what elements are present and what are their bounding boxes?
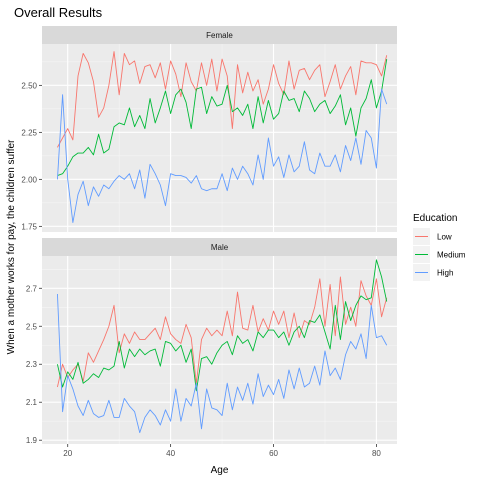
female-y-axis: 1.75 2.00 2.25 2.50 <box>21 81 42 231</box>
y-tick-label: 2.50 <box>21 81 37 90</box>
y-tick-label: 2.7 <box>26 284 38 293</box>
x-tick-label: 80 <box>372 449 381 458</box>
male-low-line <box>56 276 388 388</box>
legend-keys: Low Medium High <box>413 228 466 281</box>
legend-title: Education <box>413 213 457 224</box>
y-tick-label: 1.75 <box>21 222 37 231</box>
legend-label-low: Low <box>437 233 452 242</box>
y-tick-label: 2.5 <box>26 322 38 331</box>
legend-label-medium: Medium <box>437 251 466 260</box>
male-high-line <box>56 293 388 434</box>
y-tick-label: 2.25 <box>21 128 37 137</box>
female-gridlines <box>42 44 397 232</box>
female-series-lines <box>56 51 388 224</box>
legend: Education Low Medium High <box>413 213 466 281</box>
female-medium-line <box>57 58 388 177</box>
female-high-line <box>56 88 388 224</box>
x-tick-label: 60 <box>269 449 278 458</box>
male-series-lines <box>56 259 388 434</box>
male-plot-background <box>42 256 397 444</box>
x-axis-title: Age <box>211 465 229 476</box>
male-panel: Male 1.9 2.1 2.3 2.5 2.7 <box>26 238 397 445</box>
x-tick-label: 40 <box>166 449 175 458</box>
y-tick-label: 2.3 <box>26 360 38 369</box>
y-tick-label: 2.1 <box>26 398 38 407</box>
x-axis: 20 40 60 80 <box>63 444 381 458</box>
female-strip-label: Female <box>206 31 233 40</box>
female-panel: Female 1.75 2.00 2.25 2.50 <box>21 26 397 232</box>
male-strip <box>42 238 397 256</box>
male-y-axis: 1.9 2.1 2.3 2.5 2.7 <box>26 284 42 445</box>
chart-title: Overall Results <box>14 5 103 20</box>
y-tick-label: 1.9 <box>26 436 38 445</box>
female-strip <box>42 26 397 44</box>
legend-label-high: High <box>437 269 453 278</box>
female-low-line <box>57 51 388 148</box>
y-tick-label: 2.00 <box>21 175 37 184</box>
male-strip-label: Male <box>211 243 229 252</box>
x-tick-label: 20 <box>63 449 72 458</box>
y-axis-title: When a mother works for pay, the childre… <box>6 139 17 354</box>
male-medium-line <box>56 259 388 392</box>
